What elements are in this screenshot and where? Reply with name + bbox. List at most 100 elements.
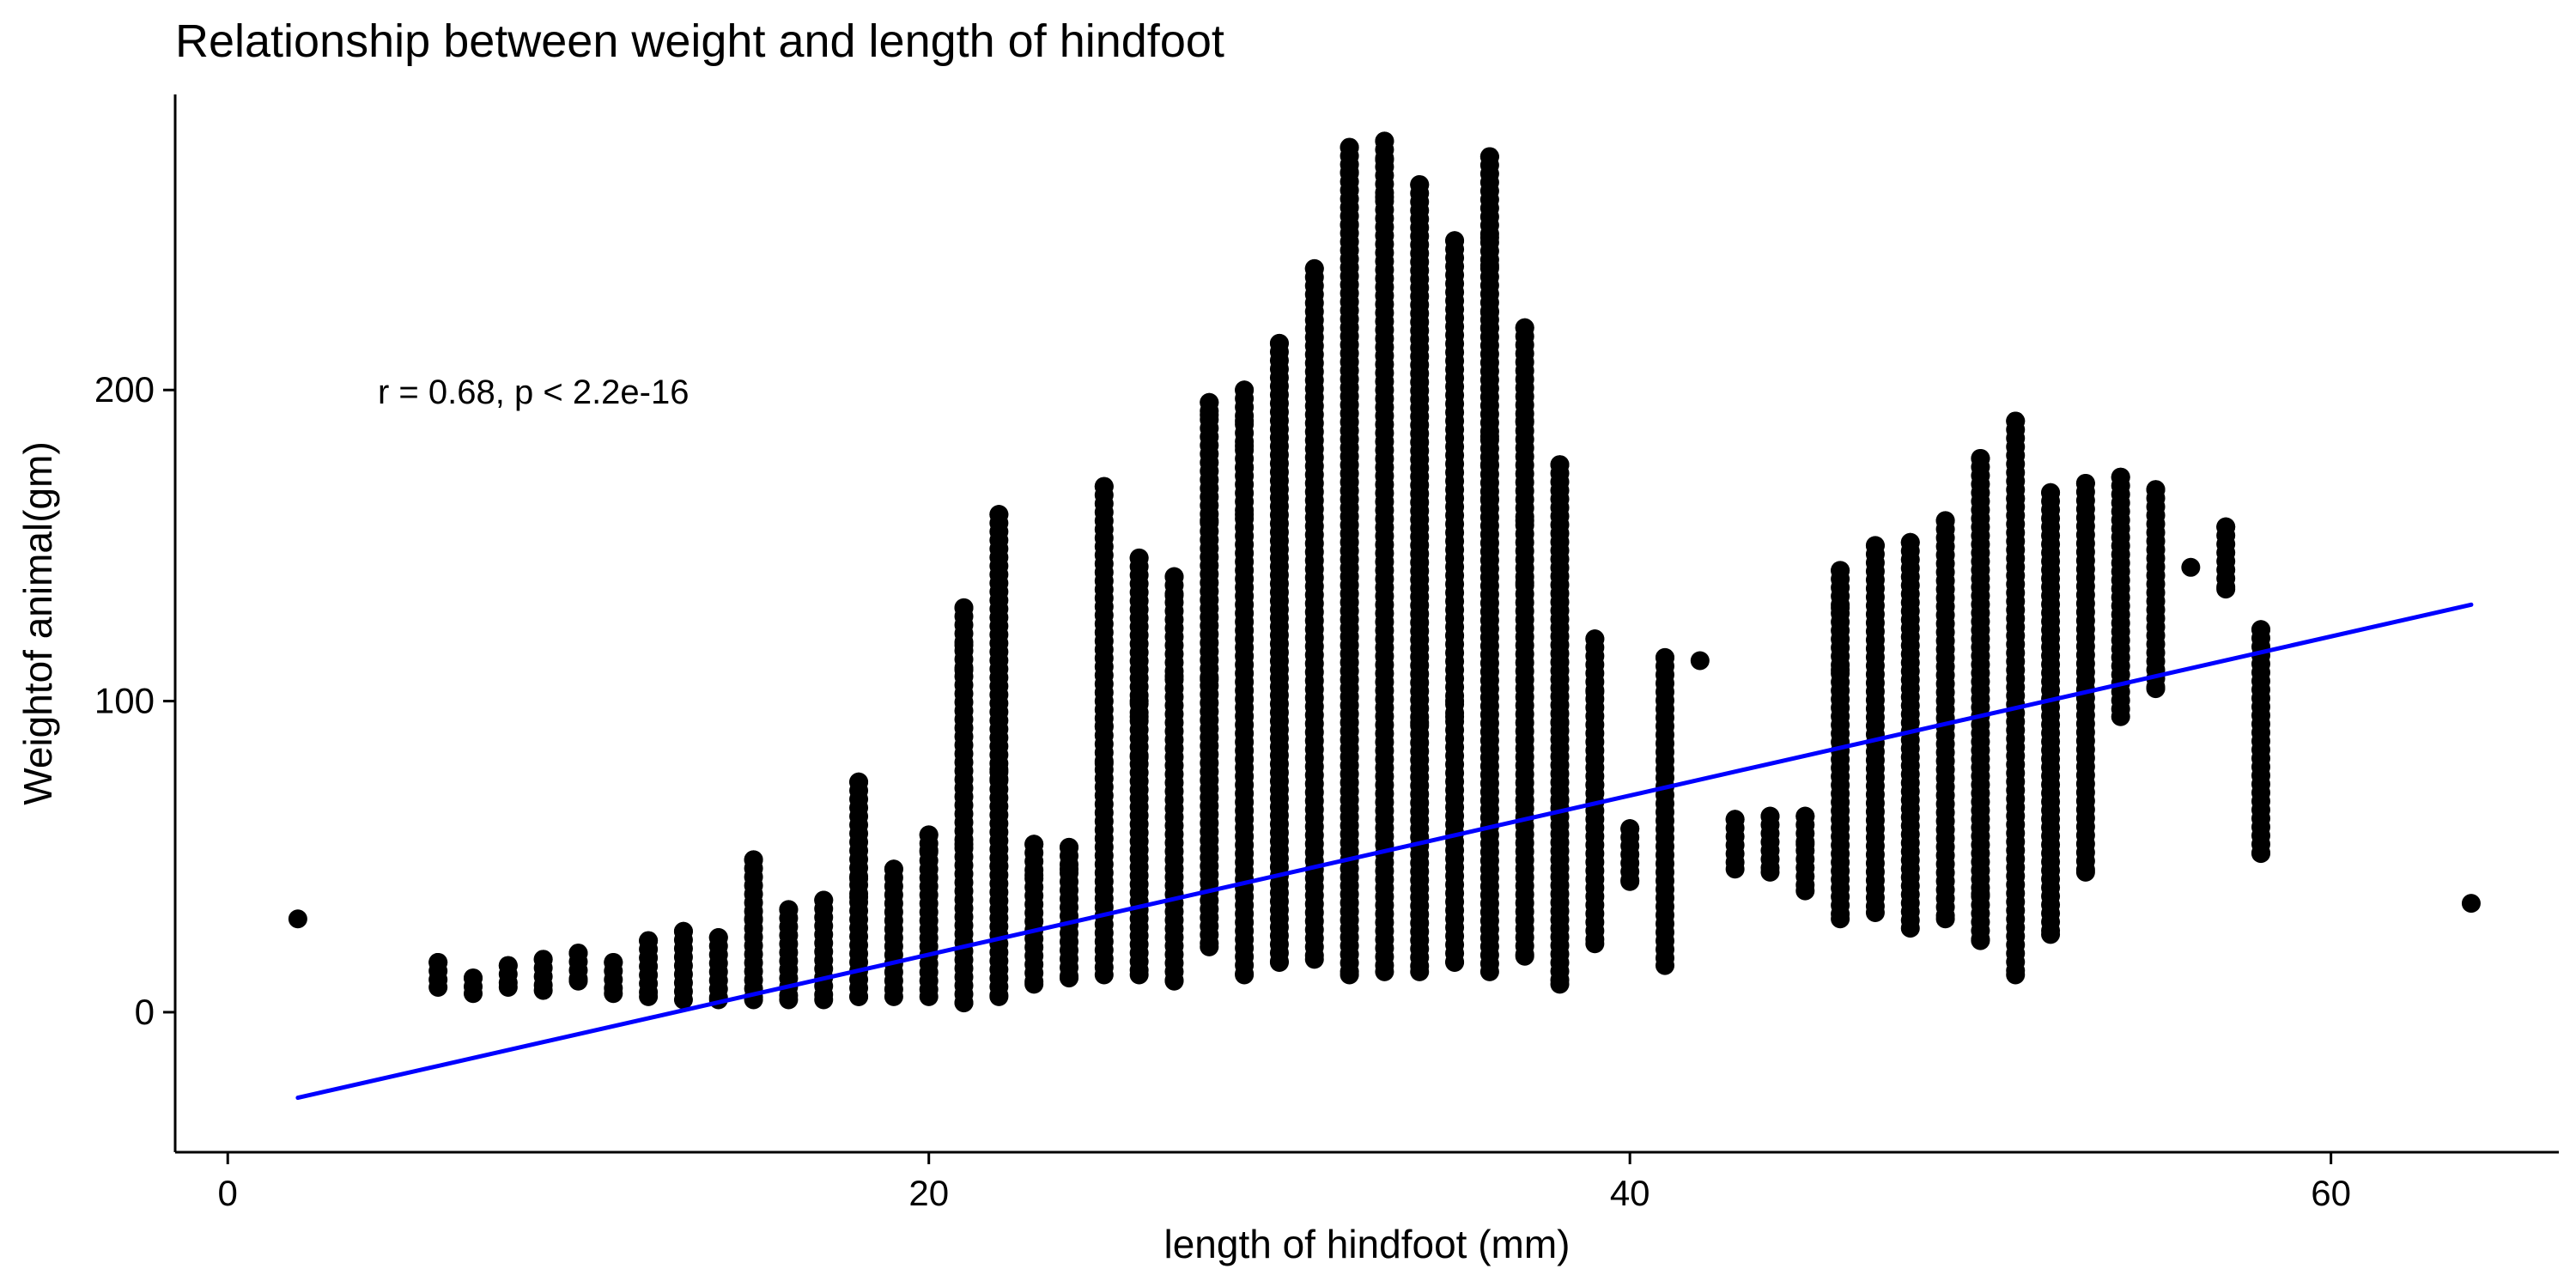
data-point xyxy=(1304,950,1324,969)
data-point xyxy=(814,890,834,910)
data-point xyxy=(1375,131,1394,151)
data-point xyxy=(673,990,693,1010)
data-point xyxy=(849,887,869,907)
data-point xyxy=(1585,934,1605,954)
data-point xyxy=(1060,968,1078,988)
data-point xyxy=(1935,511,1955,531)
data-point xyxy=(1129,691,1149,711)
y-tick-label: 0 xyxy=(135,992,155,1032)
data-point xyxy=(954,835,974,854)
data-point xyxy=(1795,881,1815,901)
y-tick-label: 100 xyxy=(94,681,155,721)
data-point xyxy=(1410,962,1430,981)
data-point xyxy=(1795,806,1815,826)
data-point xyxy=(1304,258,1324,278)
data-point xyxy=(639,986,659,1006)
data-point xyxy=(1060,837,1078,857)
data-point xyxy=(1410,713,1430,732)
data-point xyxy=(1865,536,1885,555)
data-point xyxy=(1129,548,1149,568)
data-point xyxy=(1550,974,1570,994)
data-point xyxy=(568,971,588,991)
data-point xyxy=(849,772,869,792)
data-point xyxy=(1971,448,1990,468)
data-point xyxy=(1479,455,1499,475)
data-point xyxy=(1164,586,1184,605)
data-point xyxy=(2146,679,2166,699)
data-point xyxy=(1550,713,1570,732)
data-point xyxy=(1164,971,1184,991)
data-point xyxy=(989,986,1009,1006)
data-point xyxy=(1340,137,1359,157)
correlation-annotation: r = 0.68, p < 2.2e-16 xyxy=(378,373,689,411)
data-point xyxy=(498,956,518,975)
data-point xyxy=(2181,557,2201,577)
data-point xyxy=(1024,835,1044,854)
chart-title: Relationship between weight and length o… xyxy=(175,15,1224,67)
data-point xyxy=(1865,902,1885,922)
data-point xyxy=(1515,946,1534,966)
data-point xyxy=(1831,660,1850,680)
data-point xyxy=(1656,956,1674,975)
data-point xyxy=(1235,965,1255,985)
data-point xyxy=(1479,228,1499,247)
data-point xyxy=(1900,532,1920,552)
data-point xyxy=(673,921,693,941)
data-point xyxy=(1971,931,1990,950)
data-point xyxy=(288,909,307,929)
y-axis-ticks: 0 100 200 xyxy=(94,369,175,1032)
data-point xyxy=(954,993,974,1013)
data-point xyxy=(1479,256,1499,276)
data-point xyxy=(2006,965,2026,985)
data-point xyxy=(2461,894,2481,914)
data-point xyxy=(1690,651,1710,671)
data-point xyxy=(498,977,518,997)
data-point xyxy=(1269,952,1289,972)
data-point xyxy=(2041,925,2061,944)
data-point xyxy=(1515,411,1534,431)
data-point xyxy=(849,986,869,1006)
data-point xyxy=(1094,716,1114,736)
data-point xyxy=(2006,411,2026,431)
data-point xyxy=(884,986,903,1006)
data-point xyxy=(2146,480,2166,500)
data-point xyxy=(1235,458,1255,477)
data-point xyxy=(1129,747,1149,767)
data-point xyxy=(1550,455,1570,475)
data-point xyxy=(1479,302,1499,322)
data-point xyxy=(2216,517,2236,537)
data-point xyxy=(1375,150,1394,170)
data-point xyxy=(919,986,939,1006)
data-point xyxy=(1060,859,1078,879)
data-point xyxy=(1550,791,1570,810)
data-point xyxy=(1725,810,1745,829)
data-point xyxy=(1200,511,1219,531)
data-point xyxy=(1445,952,1465,972)
data-point xyxy=(954,635,974,655)
data-point xyxy=(1515,573,1534,592)
x-axis-title: length of hindfoot (mm) xyxy=(1163,1222,1570,1266)
data-point xyxy=(1935,909,1955,929)
data-point xyxy=(639,931,659,950)
data-point xyxy=(2251,620,2270,640)
data-point xyxy=(604,984,623,1004)
data-point xyxy=(919,825,939,845)
data-point xyxy=(1375,962,1394,981)
data-point xyxy=(1831,909,1850,929)
data-point xyxy=(1445,231,1465,251)
data-point xyxy=(708,927,728,947)
y-axis-title: Weightof animal(gm) xyxy=(15,441,60,805)
data-point xyxy=(814,990,834,1010)
data-point xyxy=(1094,965,1114,985)
data-point xyxy=(428,952,448,972)
data-point xyxy=(1479,962,1499,981)
data-point xyxy=(1200,392,1219,412)
data-point xyxy=(1620,871,1640,891)
data-point xyxy=(2075,862,2095,882)
data-point xyxy=(1164,567,1184,586)
data-point xyxy=(989,760,1009,780)
data-point xyxy=(1445,626,1465,646)
y-tick-label: 200 xyxy=(94,369,155,410)
